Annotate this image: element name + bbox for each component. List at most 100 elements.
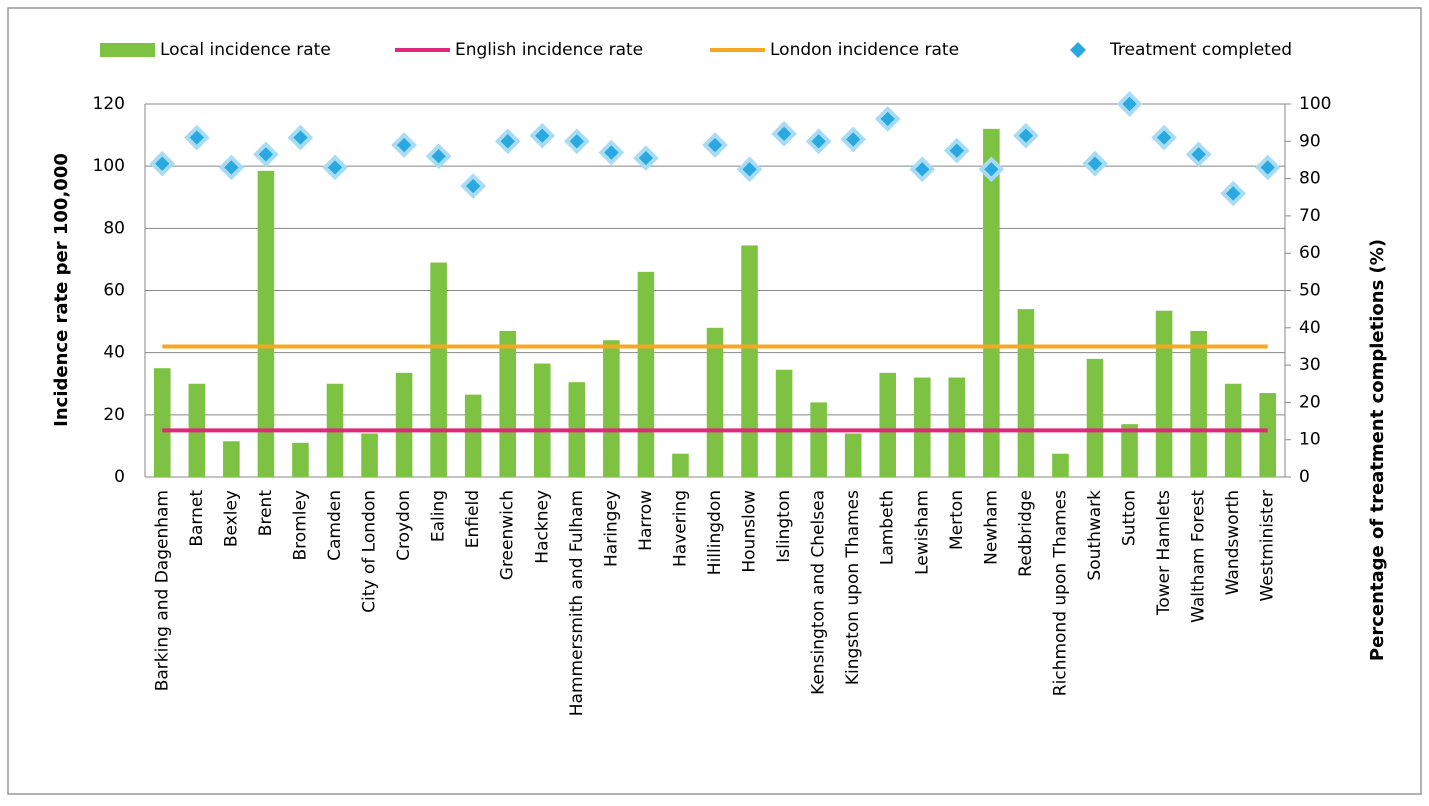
bar (637, 271, 655, 477)
bar (879, 372, 897, 477)
marker (1082, 150, 1108, 177)
marker (909, 156, 936, 183)
marker (978, 156, 1005, 183)
y-tick-label: 120 (93, 94, 125, 114)
x-tick-label: Enfield (463, 490, 483, 548)
y-tick-label: 60 (103, 281, 125, 301)
y2-tick-label: 50 (1299, 281, 1321, 301)
y-tick-label: 80 (103, 218, 125, 238)
bar (395, 372, 413, 477)
marker (943, 137, 970, 164)
x-tick-label: Sutton (1120, 490, 1140, 546)
x-tick-label: Hounslow (740, 490, 760, 573)
x-tick-label: Camden (325, 490, 345, 561)
legend-label: Local incidence rate (160, 40, 331, 60)
bar (292, 442, 309, 477)
legend-label: English incidence rate (455, 40, 643, 60)
marker (391, 132, 417, 158)
bar (913, 377, 931, 477)
x-tick-label: Southwark (1085, 490, 1105, 581)
x-tick-label: Harrow (636, 490, 656, 551)
x-tick-label: Barnet (187, 490, 207, 547)
bar (1052, 453, 1069, 477)
y2-tick-label: 100 (1299, 94, 1331, 114)
marker (874, 106, 901, 132)
legend-label: Treatment completed (1109, 40, 1292, 60)
bar (844, 433, 862, 477)
marker (218, 154, 245, 181)
y2-axis-label: Percentage of treatment completions (%) (1367, 239, 1388, 661)
marker (1116, 91, 1143, 117)
bar (1086, 358, 1104, 477)
marker (460, 173, 487, 199)
bar (1190, 330, 1207, 477)
y-tick-label: 20 (103, 405, 125, 425)
y2-tick-label: 30 (1299, 355, 1321, 375)
x-tick-label: Brent (256, 490, 276, 537)
bar (361, 433, 378, 477)
legend-swatch (100, 43, 155, 57)
marker (633, 145, 659, 171)
x-tick-label: Barking and Dagenham (152, 490, 172, 691)
x-tick-label: Lambeth (878, 490, 898, 565)
marker (149, 150, 176, 177)
bar (810, 402, 827, 477)
bar (1121, 424, 1138, 477)
x-tick-label: Kingston upon Thames (843, 490, 863, 685)
x-tick-label: City of London (360, 490, 380, 613)
x-tick-label: Lewisham (912, 490, 932, 575)
bar (464, 394, 482, 477)
x-tick-label: Merton (947, 490, 967, 550)
x-tick-label: Haringey (601, 490, 621, 567)
x-tick-label: Greenwich (498, 490, 518, 580)
marker (183, 124, 210, 151)
x-tick-label: Islington (774, 490, 794, 563)
x-tick-label: Waltham Forest (1189, 490, 1209, 623)
y2-tick-label: 10 (1299, 430, 1321, 450)
y2-tick-label: 0 (1299, 467, 1310, 487)
bar (672, 453, 689, 477)
y2-tick-label: 20 (1299, 392, 1321, 412)
legend-swatch (1070, 42, 1086, 58)
x-tick-label: Ealing (429, 490, 449, 542)
x-tick-label: Croydon (394, 490, 414, 561)
bar (223, 441, 240, 477)
x-tick-label: Kensington and Chelsea (809, 490, 829, 695)
marker (805, 128, 832, 155)
marker (1013, 122, 1039, 149)
y2-tick-label: 80 (1299, 169, 1321, 189)
y2-tick-label: 90 (1299, 131, 1321, 151)
x-tick-label: Newham (981, 490, 1001, 565)
bar (1155, 310, 1173, 477)
bar (603, 340, 620, 477)
y2-tick-label: 60 (1299, 243, 1321, 263)
bar (499, 330, 517, 477)
x-tick-label: Hackney (532, 490, 552, 564)
marker (1220, 180, 1247, 207)
y-tick-label: 0 (114, 467, 125, 487)
marker (771, 121, 797, 147)
bar (533, 363, 551, 477)
marker (287, 124, 314, 151)
marker (425, 143, 452, 170)
x-tick-label: Havering (670, 490, 690, 567)
x-tick-label: Richmond upon Thames (1050, 490, 1070, 696)
marker (840, 126, 867, 153)
marker (702, 132, 728, 158)
bar (741, 245, 758, 477)
bar (430, 262, 447, 477)
bar (706, 327, 724, 477)
y2-tick-label: 70 (1299, 206, 1321, 226)
marker (1185, 141, 1212, 168)
bar (1017, 309, 1035, 477)
x-tick-label: Redbridge (1016, 490, 1036, 577)
marker (563, 128, 590, 155)
x-tick-label: Hillingdon (705, 490, 725, 575)
marker (736, 156, 763, 183)
marker (253, 141, 279, 168)
bar (153, 368, 171, 477)
bar (257, 170, 275, 477)
marker (1151, 124, 1177, 151)
bar (948, 377, 966, 477)
